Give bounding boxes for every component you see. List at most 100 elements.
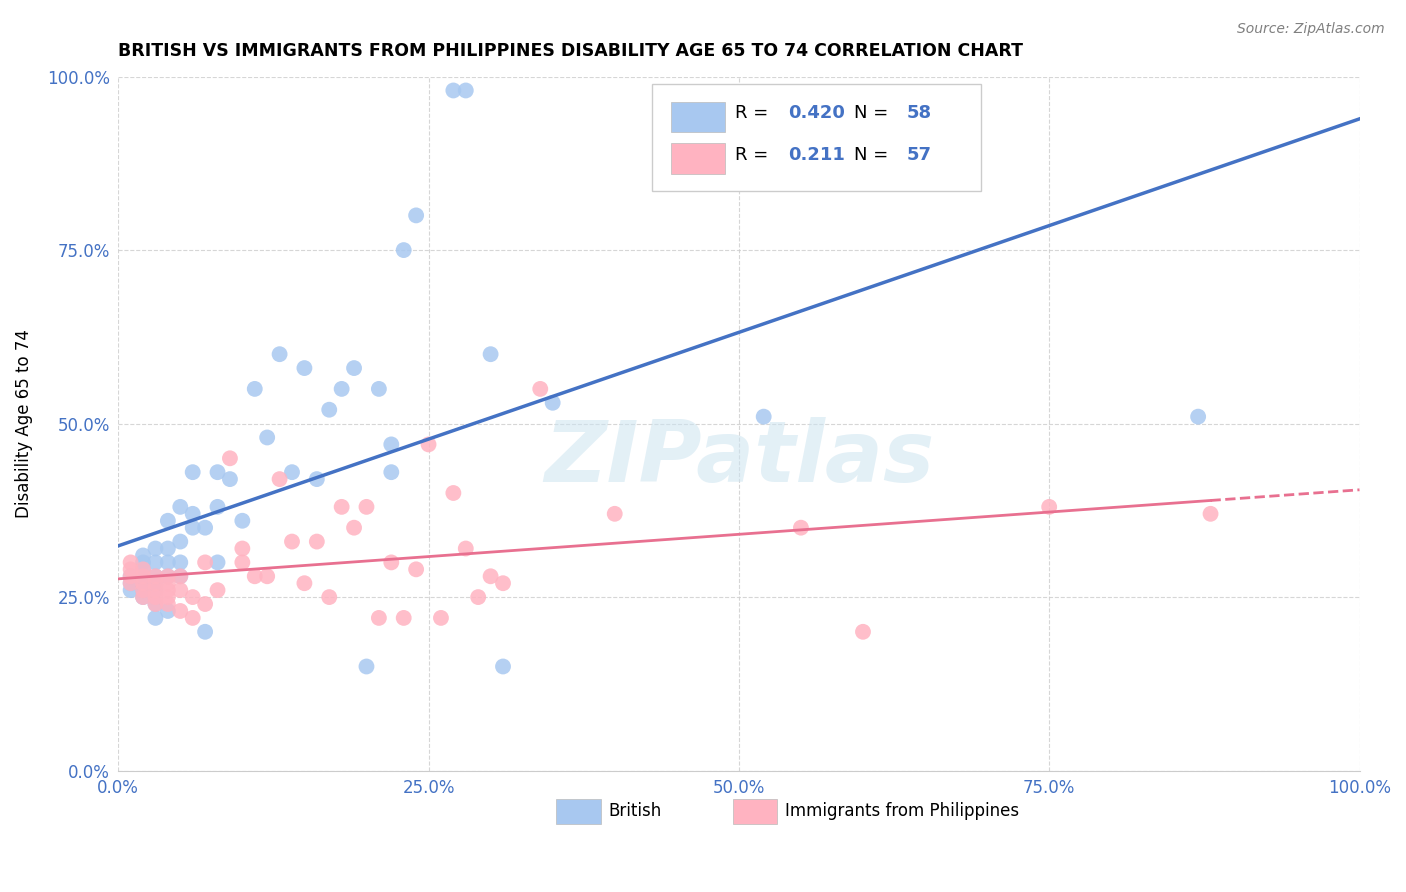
Point <box>256 430 278 444</box>
Point <box>356 659 378 673</box>
Point <box>1199 507 1222 521</box>
Y-axis label: Disability Age 65 to 74: Disability Age 65 to 74 <box>15 329 32 518</box>
Point <box>281 465 304 479</box>
Point <box>145 576 167 591</box>
Point <box>120 583 142 598</box>
Point <box>207 465 229 479</box>
Point <box>194 521 217 535</box>
Point <box>181 590 204 604</box>
Point <box>392 611 415 625</box>
Point <box>145 569 167 583</box>
Point <box>156 590 179 604</box>
Point <box>356 500 378 514</box>
Text: BRITISH VS IMMIGRANTS FROM PHILIPPINES DISABILITY AGE 65 TO 74 CORRELATION CHART: BRITISH VS IMMIGRANTS FROM PHILIPPINES D… <box>118 42 1024 60</box>
Point <box>132 549 155 563</box>
Point <box>169 555 191 569</box>
Point <box>145 597 167 611</box>
Point <box>294 361 316 376</box>
Point <box>790 521 813 535</box>
Point <box>603 507 626 521</box>
Point <box>156 583 179 598</box>
Point <box>156 569 179 583</box>
Point <box>156 597 179 611</box>
Point <box>405 208 427 222</box>
Point <box>318 590 340 604</box>
Point <box>194 624 217 639</box>
Point <box>120 562 142 576</box>
Point <box>852 624 875 639</box>
Point <box>541 396 564 410</box>
Point <box>194 597 217 611</box>
Point <box>145 583 167 598</box>
Point <box>256 569 278 583</box>
Point <box>479 569 502 583</box>
Point <box>441 83 464 97</box>
Point <box>243 382 266 396</box>
Point <box>156 555 179 569</box>
Text: ZIPatlas: ZIPatlas <box>544 417 934 500</box>
Point <box>132 562 155 576</box>
Text: Immigrants from Philippines: Immigrants from Philippines <box>785 802 1019 820</box>
Point <box>194 555 217 569</box>
Point <box>367 382 389 396</box>
Point <box>269 472 291 486</box>
Point <box>181 611 204 625</box>
Point <box>405 562 427 576</box>
Point <box>132 569 155 583</box>
Point <box>318 402 340 417</box>
Point <box>169 604 191 618</box>
Point <box>169 583 191 598</box>
Text: 0.420: 0.420 <box>789 104 845 122</box>
Point <box>145 590 167 604</box>
Point <box>1187 409 1209 424</box>
Point <box>281 534 304 549</box>
Point <box>231 514 253 528</box>
Text: 57: 57 <box>907 146 931 164</box>
Point <box>441 486 464 500</box>
Point <box>492 659 515 673</box>
Point <box>132 583 155 598</box>
FancyBboxPatch shape <box>671 102 725 132</box>
Point <box>169 534 191 549</box>
FancyBboxPatch shape <box>733 799 778 824</box>
Point <box>132 583 155 598</box>
Point <box>380 437 402 451</box>
Point <box>380 555 402 569</box>
Point <box>145 555 167 569</box>
Text: Source: ZipAtlas.com: Source: ZipAtlas.com <box>1237 22 1385 37</box>
Point <box>120 555 142 569</box>
Point <box>219 451 242 466</box>
Point <box>156 541 179 556</box>
Point <box>367 611 389 625</box>
Point <box>156 569 179 583</box>
Point <box>529 382 551 396</box>
Point <box>145 583 167 598</box>
Point <box>169 500 191 514</box>
Point <box>330 500 353 514</box>
Point <box>479 347 502 361</box>
Point <box>418 437 440 451</box>
FancyBboxPatch shape <box>652 84 981 191</box>
Point <box>145 569 167 583</box>
Point <box>454 83 477 97</box>
Point <box>169 569 191 583</box>
Point <box>269 347 291 361</box>
Point <box>380 465 402 479</box>
Point <box>132 562 155 576</box>
Point <box>120 576 142 591</box>
Point <box>454 541 477 556</box>
Point <box>430 611 453 625</box>
Text: British: British <box>609 802 662 820</box>
Point <box>294 576 316 591</box>
Text: N =: N = <box>855 146 894 164</box>
Point <box>132 576 155 591</box>
Point <box>467 590 489 604</box>
Point <box>145 597 167 611</box>
Point <box>145 611 167 625</box>
Text: R =: R = <box>735 104 775 122</box>
Point <box>156 604 179 618</box>
Point <box>120 569 142 583</box>
Point <box>181 465 204 479</box>
FancyBboxPatch shape <box>671 144 725 174</box>
Point <box>231 555 253 569</box>
